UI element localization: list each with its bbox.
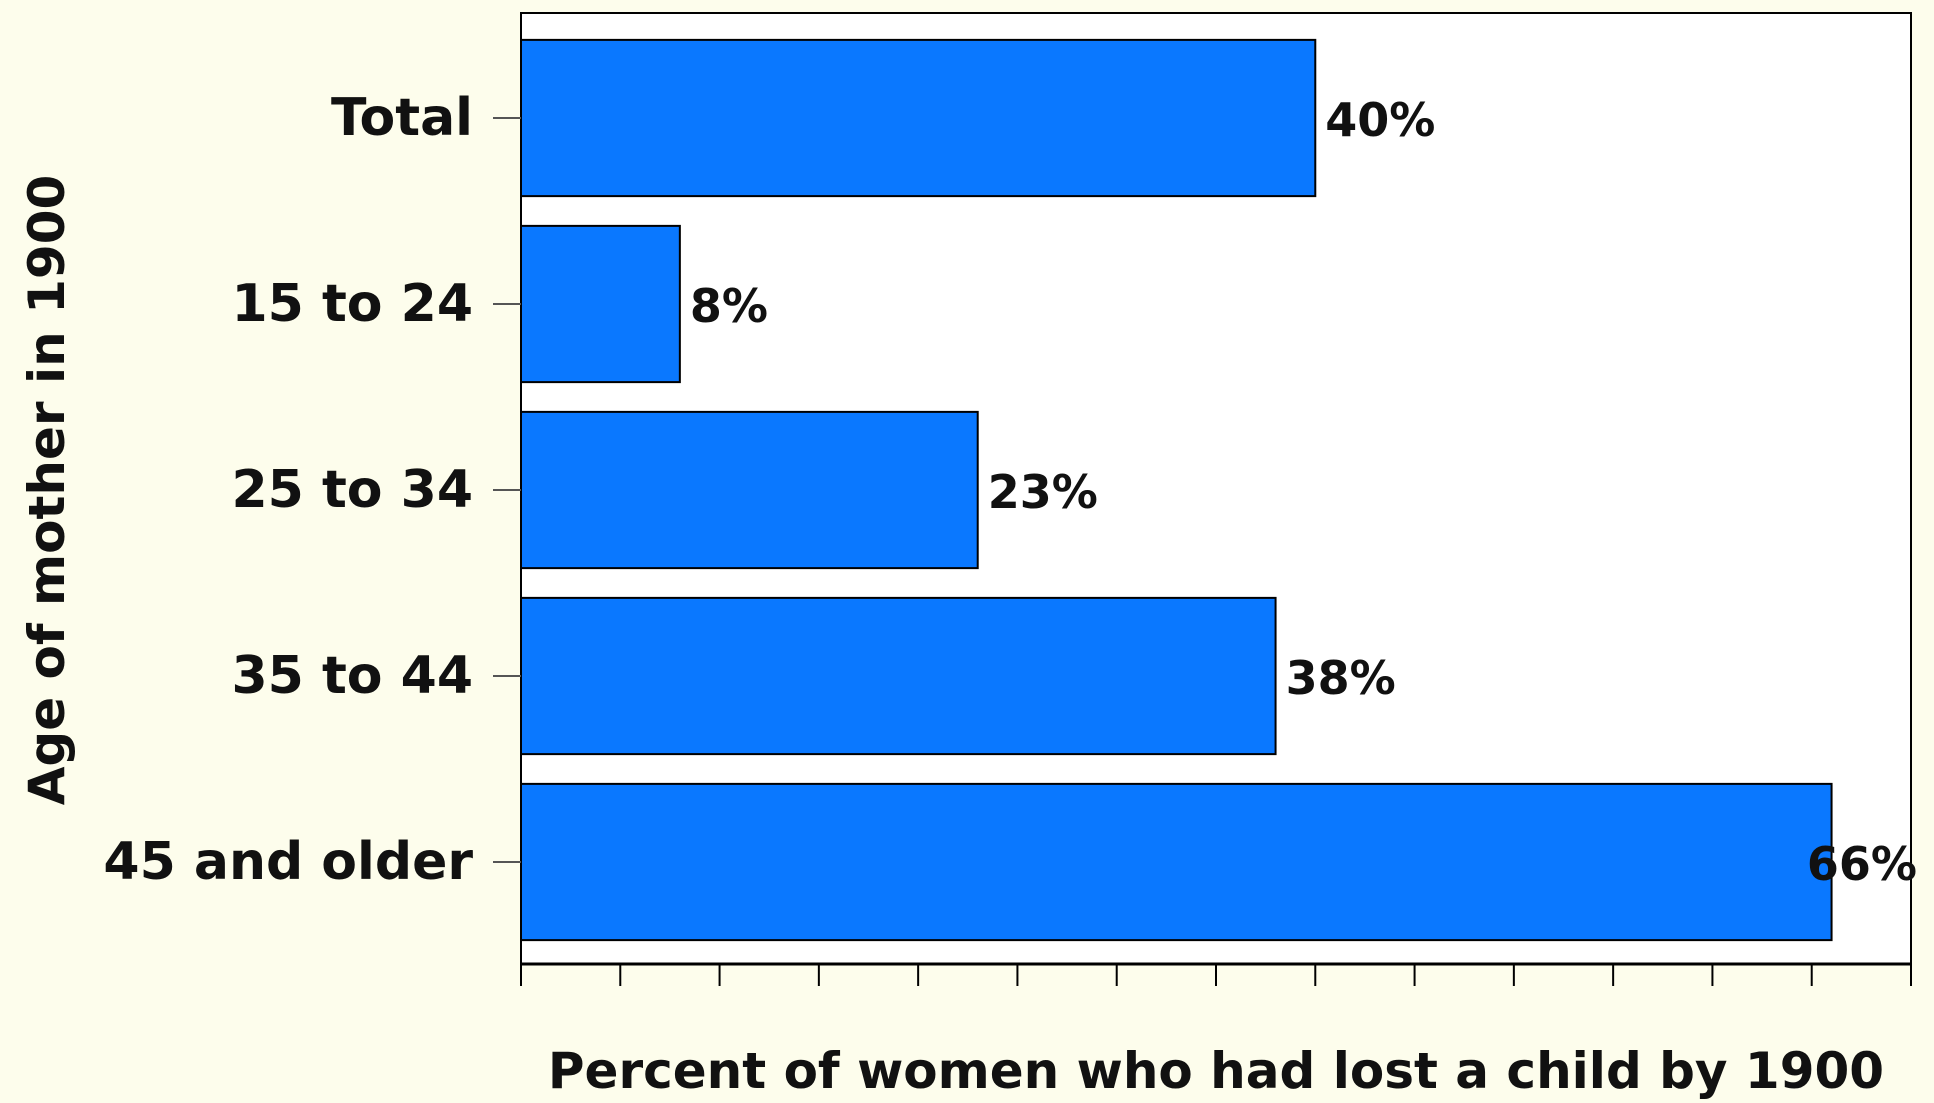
labels-layer: Total 40% 15 to 24 8% 25 to 34 23% 35 to 44 38%…	[103, 88, 1917, 892]
category-label-total: Total	[331, 88, 473, 148]
category-label-45-and-older: 45 and older	[103, 832, 473, 892]
y-axis-title: Age of mother in 1900	[18, 175, 76, 806]
x-axis-title: Percent of women who had lost a child by…	[548, 1042, 1884, 1100]
value-label-35-to-44: 38%	[1286, 651, 1396, 705]
category-label-35-to-44: 35 to 44	[231, 646, 473, 706]
value-label-15-to-24: 8%	[690, 279, 768, 333]
bar-35-to-44	[520, 596, 1277, 756]
value-label-45-and-older: 66%	[1807, 837, 1917, 891]
value-label-25-to-34: 23%	[988, 465, 1098, 519]
x-axis-ticks	[493, 117, 1912, 986]
value-label-total: 40%	[1325, 93, 1435, 147]
bar-15-to-24	[520, 224, 681, 384]
category-label-25-to-34: 25 to 34	[231, 460, 473, 520]
bar-25-to-34	[520, 410, 979, 570]
bars-layer	[520, 38, 1833, 942]
bar-total	[520, 38, 1317, 198]
category-label-15-to-24: 15 to 24	[231, 274, 473, 334]
bar-45-and-older	[520, 782, 1833, 942]
